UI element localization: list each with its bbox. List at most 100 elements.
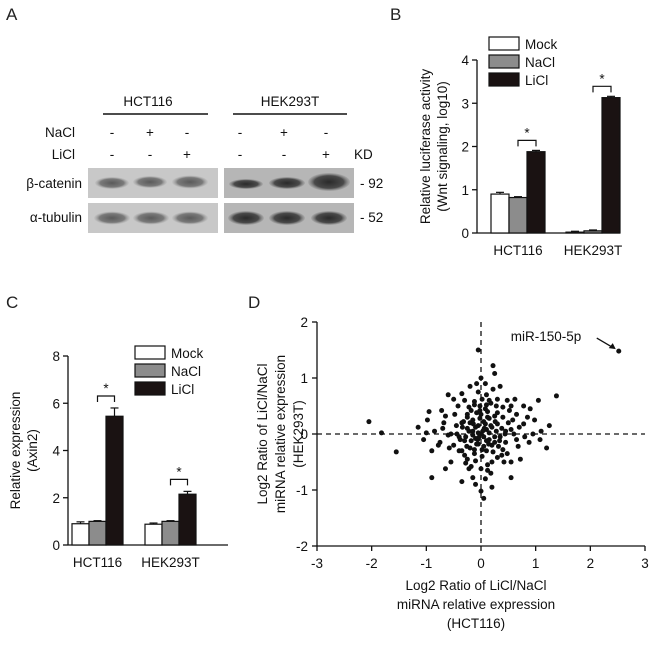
data-point <box>483 448 489 454</box>
data-point <box>393 449 399 455</box>
y-tick-label: 0 <box>461 226 469 241</box>
data-point <box>493 403 499 409</box>
treatment-sign: + <box>183 147 191 162</box>
y-axis-label: Relative expression (Axin2) <box>8 392 40 510</box>
data-point <box>500 447 506 453</box>
data-point <box>504 397 510 403</box>
y-axis-label-line: (Axin2) <box>25 429 40 472</box>
data-point <box>445 392 451 398</box>
y-tick-label: 1 <box>461 183 469 198</box>
data-point <box>471 402 477 408</box>
data-point <box>526 439 532 445</box>
treatment-sign: - <box>238 125 243 140</box>
annotation-label: miR-150-5p <box>511 329 582 344</box>
blot-band <box>94 211 130 225</box>
data-point <box>486 397 492 403</box>
legend-swatch <box>488 54 520 69</box>
legend-label: NaCl <box>525 55 555 70</box>
data-point <box>426 409 432 415</box>
data-point <box>478 411 484 417</box>
data-point <box>505 420 511 426</box>
data-point <box>448 459 454 465</box>
data-point <box>457 437 463 443</box>
data-point <box>490 386 496 392</box>
data-point <box>474 441 480 447</box>
bar <box>508 196 528 234</box>
data-point <box>527 406 533 412</box>
data-point <box>415 424 421 430</box>
x-tick-label: -1 <box>420 556 432 571</box>
y-axis-label-line: Relative expression <box>8 392 23 510</box>
data-point <box>477 415 483 421</box>
data-point <box>483 402 489 408</box>
data-point <box>471 447 477 453</box>
data-point <box>421 437 427 443</box>
y-axis-label-line: Log2 Ratio of LiCl/NaCl <box>255 363 270 504</box>
data-point <box>492 419 498 425</box>
data-point <box>478 375 484 381</box>
x-axis-label-line: (HCT116) <box>447 616 505 631</box>
data-point <box>464 443 470 449</box>
data-point <box>451 396 457 402</box>
y-tick-label: 2 <box>300 315 308 330</box>
data-point <box>475 389 481 395</box>
legend-label: NaCl <box>171 364 201 379</box>
legend-label: Mock <box>525 37 558 52</box>
bar <box>178 493 197 546</box>
cell-line-label-hek293t: HEK293T <box>261 94 320 109</box>
bar-chart-axin2: 0 2 4 6 8 Relative expression (Axin2) * HCT116 * H… <box>8 345 228 570</box>
bar <box>88 520 107 546</box>
data-point <box>442 466 448 472</box>
bar-chart-luciferase: 0 1 2 3 4 Relative luciferase activity (Wnt si… <box>418 36 622 258</box>
data-point <box>508 427 514 433</box>
data-point <box>521 403 527 409</box>
blot-band <box>133 211 169 225</box>
bar <box>490 193 510 234</box>
y-tick-label: -1 <box>296 483 308 498</box>
bar <box>526 151 546 234</box>
blot-band <box>229 179 263 189</box>
blot-band <box>95 177 129 189</box>
data-point <box>468 407 474 413</box>
data-point <box>435 442 441 448</box>
blot-band <box>133 176 167 188</box>
blot-label-beta-catenin: β-catenin <box>26 176 82 191</box>
legend-label: LiCl <box>171 382 194 397</box>
data-point <box>499 452 505 458</box>
data-point <box>537 437 543 443</box>
x-category-label: HEK293T <box>141 555 200 570</box>
data-point <box>456 448 462 454</box>
data-point <box>538 428 544 434</box>
treatment-sign: - <box>282 147 287 162</box>
data-point <box>468 438 474 444</box>
y-axis-label-line: Relative luciferase activity <box>418 69 433 225</box>
data-point <box>478 488 484 494</box>
data-point <box>488 423 494 429</box>
data-point <box>482 476 488 482</box>
blot-kd-52: - 52 <box>360 210 383 225</box>
data-point <box>479 453 485 459</box>
data-point <box>616 348 622 354</box>
data-point <box>492 413 498 419</box>
data-point <box>524 414 530 420</box>
data-point <box>494 455 500 461</box>
y-tick-label: 8 <box>52 349 60 364</box>
data-point <box>485 462 491 468</box>
data-point <box>502 431 508 437</box>
data-point <box>479 447 485 453</box>
treatment-sign: + <box>322 147 330 162</box>
data-point <box>517 456 523 462</box>
data-point <box>486 430 492 436</box>
data-point <box>486 441 492 447</box>
data-point <box>508 459 514 465</box>
y-tick-label: 2 <box>461 140 469 155</box>
data-point <box>462 452 468 458</box>
x-category-label: HCT116 <box>73 555 122 570</box>
data-point <box>512 396 518 402</box>
treatment-sign: - <box>110 125 115 140</box>
data-point <box>489 459 495 465</box>
data-point <box>482 421 488 427</box>
data-point <box>462 438 468 444</box>
legend-swatch <box>134 345 166 360</box>
